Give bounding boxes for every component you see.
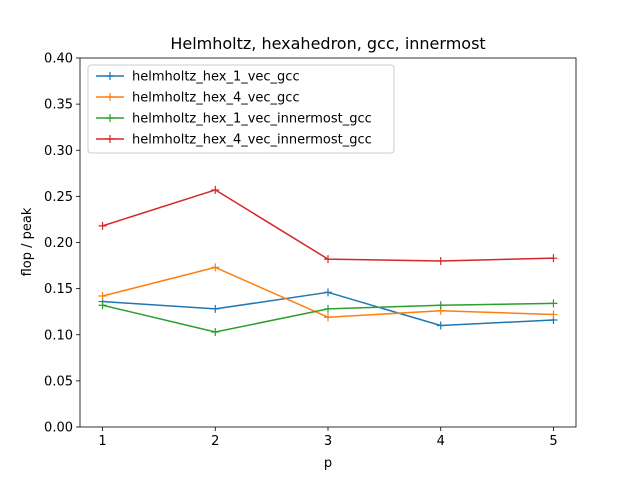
- data-point: [211, 304, 220, 313]
- legend-entry-label: helmholtz_hex_1_vec_gcc: [132, 70, 300, 85]
- y-tick-label: 0.20: [44, 236, 73, 251]
- x-tick-label: 5: [549, 434, 557, 449]
- x-tick-label: 1: [98, 434, 106, 449]
- x-axis-label: p: [324, 456, 332, 471]
- legend-entry-label: helmholtz_hex_4_vec_innermost_gcc: [132, 133, 372, 148]
- data-point: [324, 304, 332, 313]
- y-tick-label: 0.15: [44, 282, 73, 297]
- y-tick-label: 0.35: [44, 98, 73, 113]
- data-point: [436, 321, 445, 330]
- data-point: [98, 301, 107, 310]
- data-point: [549, 310, 558, 319]
- data-point: [549, 254, 558, 263]
- data-point: [549, 299, 558, 308]
- y-tick-label: 0.25: [44, 190, 73, 205]
- legend-marker: [106, 93, 114, 101]
- x-tick-label: 4: [437, 434, 445, 449]
- data-point: [211, 327, 220, 336]
- data-point: [324, 313, 332, 322]
- legend-entry-label: helmholtz_hex_4_vec_gcc: [132, 91, 300, 106]
- data-point: [436, 301, 445, 310]
- data-point: [324, 255, 332, 264]
- plot-area: 1 2 3 4 5 0.00 0.05 0.10 0.15 0.20 0.25 0.30 0.35 0.4…: [44, 52, 577, 449]
- y-tick-label: 0.05: [44, 374, 73, 389]
- legend-box: [87, 64, 395, 154]
- x-tick-label: 3: [324, 434, 332, 449]
- y-tick-label: 0.10: [44, 328, 73, 343]
- y-axis-label: flop / peak: [20, 207, 35, 276]
- data-point: [98, 292, 107, 301]
- y-tick-label: 0.40: [44, 52, 73, 67]
- data-point: [211, 185, 220, 194]
- y-tick-label: 0.30: [44, 144, 73, 159]
- y-tick-label: 0.00: [44, 421, 73, 436]
- legend-marker: [106, 114, 114, 122]
- chart-title: Helmholtz, hexahedron, gcc, innermost: [170, 34, 485, 53]
- data-point: [436, 256, 445, 265]
- legend-marker: [106, 72, 114, 80]
- data-point: [211, 263, 220, 272]
- legend: helmholtz_hex_1_vec_gcc helmholtz_hex_4_v…: [87, 64, 395, 154]
- legend-entry-label: helmholtz_hex_1_vec_innermost_gcc: [132, 112, 372, 127]
- x-tick-label: 2: [211, 434, 219, 449]
- legend-marker: [106, 135, 114, 143]
- data-point: [98, 221, 107, 230]
- data-point: [324, 288, 332, 297]
